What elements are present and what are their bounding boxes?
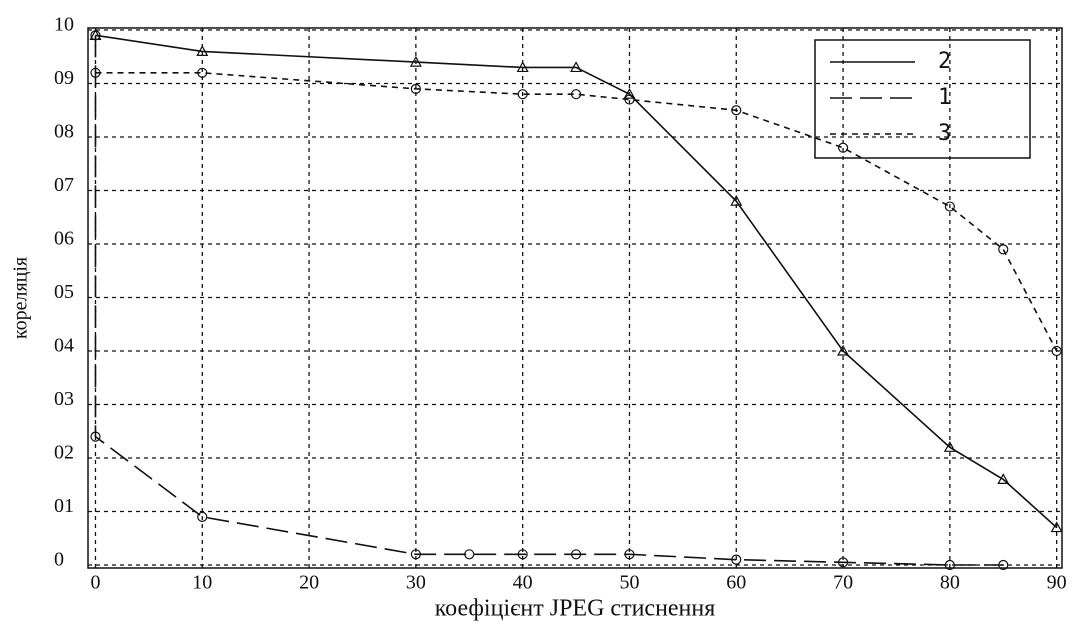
legend-box <box>815 40 1030 158</box>
x-axis-label: коефіцієнт JPEG стиснення <box>435 596 716 622</box>
y-tick-label: 04 <box>54 335 74 357</box>
y-tick-label: 09 <box>54 67 74 89</box>
y-tick-label: 06 <box>54 228 74 250</box>
legend-label: 3 <box>938 121 951 146</box>
y-tick-label: 01 <box>54 495 74 517</box>
x-tick-label: 10 <box>192 572 212 594</box>
legend-label: 1 <box>938 85 951 110</box>
y-axis-label: кореляція <box>10 257 32 339</box>
y-tick-label: 07 <box>54 174 74 196</box>
marker <box>999 245 1008 254</box>
y-tick-label: 08 <box>54 121 74 143</box>
x-tick-label: 0 <box>90 572 100 594</box>
x-tick-label: 50 <box>619 572 639 594</box>
x-tick-label: 70 <box>833 572 853 594</box>
y-tick-label: 05 <box>54 281 74 303</box>
y-tick-label: 03 <box>54 388 74 410</box>
x-tick-label: 40 <box>513 572 533 594</box>
x-tick-label: 90 <box>1047 572 1067 594</box>
y-tick-label: 0 <box>54 549 64 571</box>
y-tick-label: 10 <box>54 14 74 36</box>
chart: коефіцієнт JPEG стиснення кореляція 0010… <box>0 0 1072 627</box>
x-tick-label: 60 <box>726 572 746 594</box>
y-tick-label: 02 <box>54 442 74 464</box>
x-tick-label: 80 <box>940 572 960 594</box>
x-tick-label: 20 <box>299 572 319 594</box>
x-tick-label: 30 <box>406 572 426 594</box>
legend-label: 2 <box>938 49 951 74</box>
